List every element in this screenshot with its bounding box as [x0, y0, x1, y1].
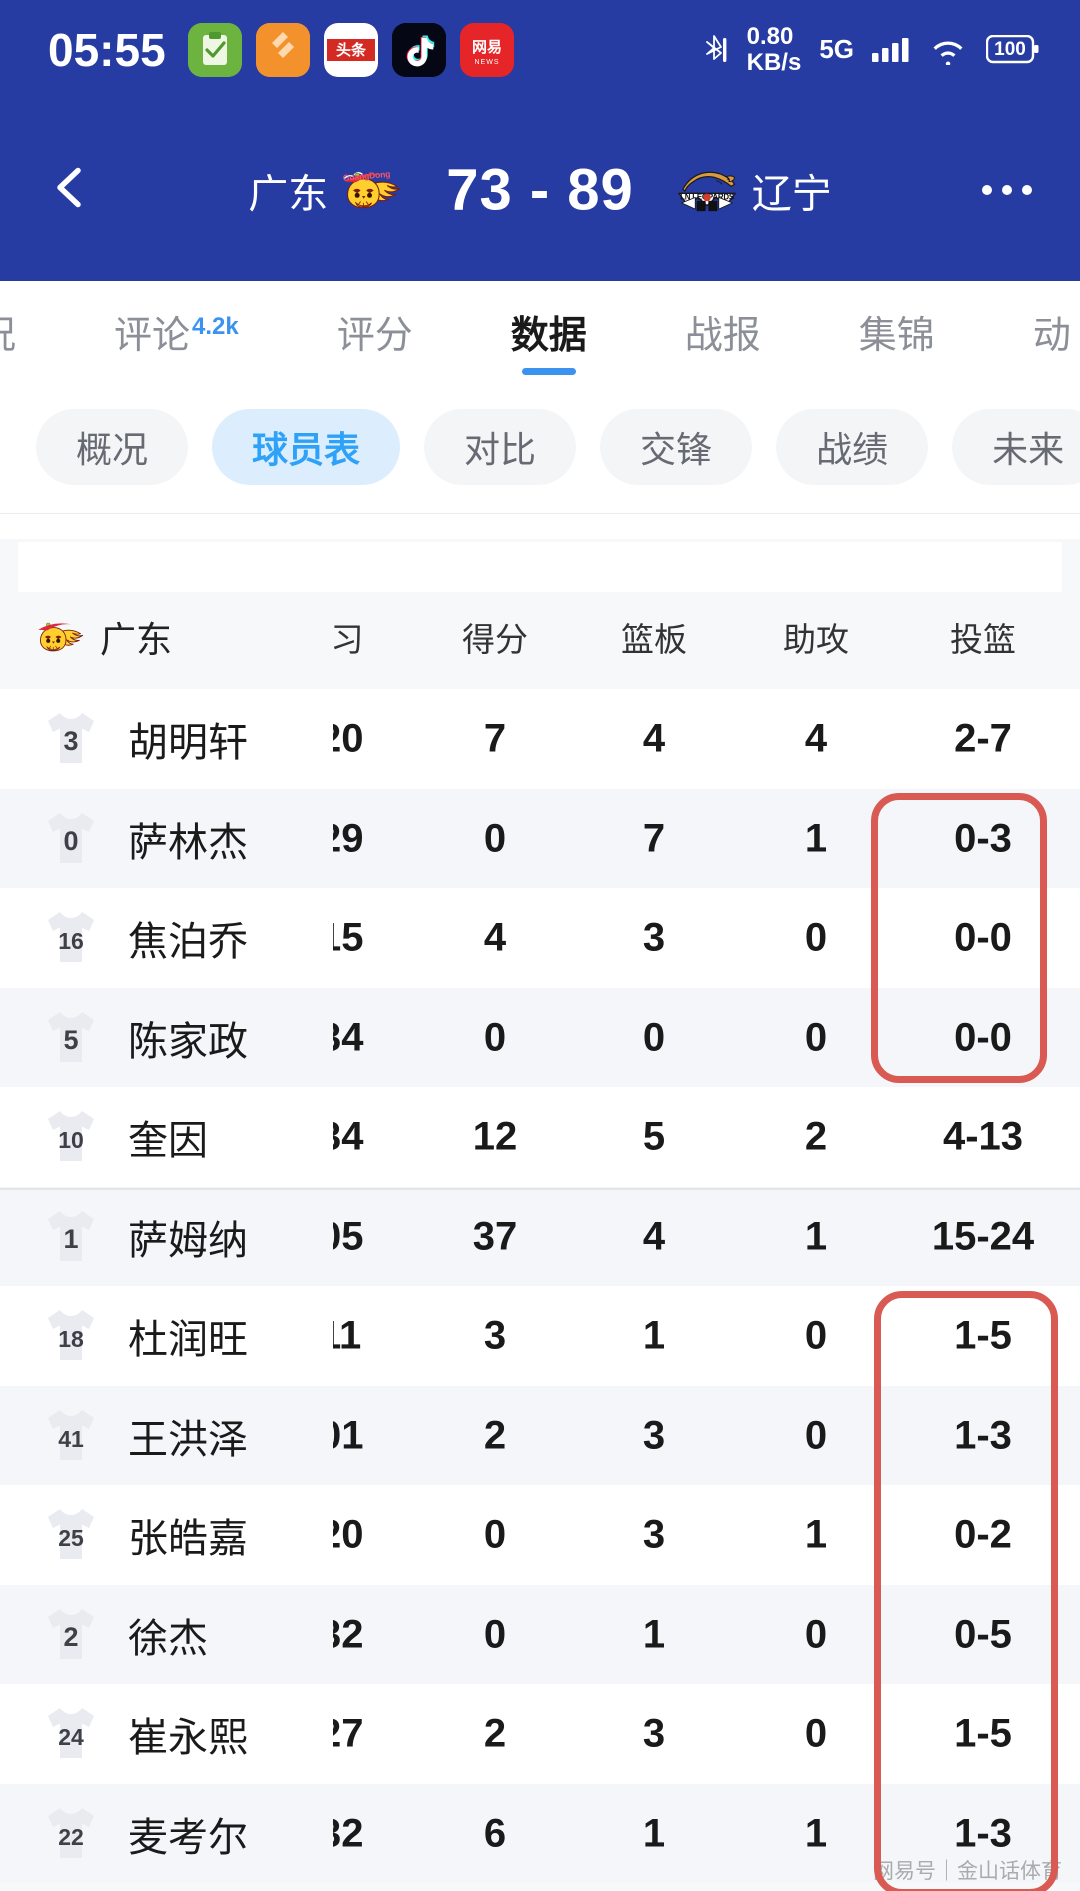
svg-text:0: 0 [63, 826, 78, 856]
svg-text:1: 1 [63, 1224, 78, 1254]
svg-text:头条: 头条 [336, 41, 367, 59]
svg-text:41: 41 [58, 1426, 84, 1452]
svg-text:100: 100 [994, 39, 1026, 60]
svg-text:5: 5 [63, 1025, 78, 1055]
svg-text:NEWS: NEWS [474, 59, 499, 66]
svg-text:GuangDong: GuangDong [343, 168, 391, 182]
svg-text:25: 25 [58, 1525, 84, 1551]
svg-text:16: 16 [58, 928, 84, 954]
svg-text:2: 2 [63, 1622, 78, 1652]
svg-text:18: 18 [58, 1326, 84, 1352]
svg-text:网易: 网易 [472, 39, 502, 56]
svg-text:3: 3 [63, 726, 78, 756]
svg-text:22: 22 [58, 1824, 84, 1850]
svg-text:24: 24 [58, 1724, 84, 1750]
svg-text:10: 10 [58, 1127, 84, 1153]
